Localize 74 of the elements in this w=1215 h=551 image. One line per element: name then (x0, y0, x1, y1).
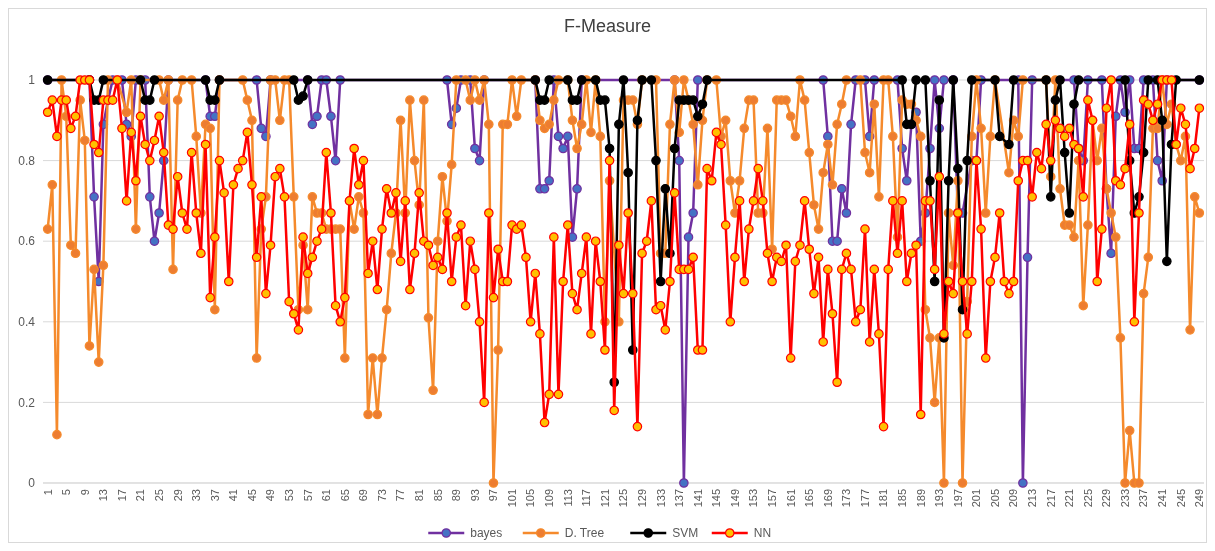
x-tick-label: 233 (1118, 489, 1131, 508)
x-tick-label: 41 (227, 489, 240, 502)
x-tick-label: 65 (338, 489, 351, 502)
x-tick-label: 245 (1174, 489, 1187, 508)
x-tick-label: 113 (561, 489, 574, 507)
x-tick-label: 237 (1137, 489, 1150, 508)
x-tick-label: 57 (301, 489, 314, 502)
x-tick-label: 33 (190, 489, 203, 502)
x-tick-label: 109 (543, 489, 556, 508)
x-tick-label: 77 (394, 489, 407, 502)
x-tick-label: 181 (877, 489, 890, 508)
x-tick-label: 53 (282, 489, 295, 502)
x-tick-label: 121 (598, 489, 611, 508)
x-tick-label: 105 (524, 489, 537, 508)
y-tick-label: 1 (28, 73, 36, 88)
x-tick-label: 213 (1026, 489, 1039, 508)
legend-label: NN (753, 526, 772, 541)
x-tick-label: 89 (450, 489, 463, 502)
x-tick-label: 149 (728, 489, 741, 508)
x-tick-label: 9 (78, 489, 91, 496)
x-tick-label: 221 (1063, 489, 1076, 508)
y-tick-label: 0.6 (18, 234, 36, 249)
x-tick-label: 189 (914, 489, 927, 508)
x-tick-label: 101 (505, 489, 518, 508)
x-tick-label: 249 (1193, 489, 1206, 508)
x-tick-label: 201 (970, 489, 983, 508)
x-tick-label: 5 (60, 489, 73, 496)
x-tick-label: 141 (691, 489, 704, 508)
x-tick-label: 17 (115, 489, 128, 502)
x-tick-label: 137 (673, 489, 686, 508)
x-tick-label: 169 (821, 489, 834, 508)
x-tick-label: 125 (617, 489, 630, 508)
x-tick-label: 229 (1100, 489, 1113, 508)
x-tick-label: 153 (747, 489, 760, 508)
x-tick-label: 209 (1007, 489, 1020, 508)
x-tick-label: 45 (245, 489, 258, 502)
x-tick-label: 25 (152, 489, 165, 502)
x-tick-label: 93 (468, 489, 481, 502)
x-tick-label: 173 (840, 489, 853, 508)
y-tick-label: 0.4 (18, 315, 36, 329)
x-tick-label: 185 (895, 489, 908, 508)
legend-label: SVM (672, 526, 699, 541)
legend-label: D. Tree (564, 526, 605, 541)
chart-title: F-Measure (563, 16, 652, 36)
x-tick-label: 165 (803, 489, 816, 508)
x-tick-label: 1 (41, 489, 54, 496)
x-tick-label: 205 (988, 489, 1001, 508)
y-tick-label: 0.2 (18, 395, 36, 410)
x-tick-label: 161 (784, 489, 797, 508)
y-tick-label: 0.8 (18, 153, 36, 168)
x-tick-label: 197 (951, 489, 964, 508)
x-tick-label: 21 (134, 489, 147, 502)
y-tick-label: 0 (28, 476, 36, 491)
x-tick-label: 61 (320, 489, 333, 502)
x-tick-label: 13 (97, 489, 110, 502)
x-tick-label: 193 (933, 489, 946, 508)
x-tick-label: 117 (580, 489, 593, 507)
x-tick-label: 177 (858, 489, 871, 508)
x-tick-label: 225 (1081, 489, 1094, 508)
x-tick-label: 97 (487, 489, 500, 502)
x-tick-label: 81 (413, 489, 426, 502)
x-tick-label: 73 (375, 489, 388, 502)
x-tick-label: 157 (765, 489, 778, 508)
x-tick-label: 217 (1044, 489, 1057, 508)
x-tick-label: 29 (171, 489, 184, 502)
x-tick-label: 129 (635, 489, 648, 508)
x-tick-label: 85 (431, 489, 444, 502)
x-tick-label: 145 (710, 489, 723, 508)
x-tick-label: 37 (208, 489, 221, 502)
x-tick-label: 69 (357, 489, 370, 502)
x-tick-label: 49 (264, 489, 277, 502)
legend-label: bayes (470, 526, 503, 541)
x-tick-label: 241 (1156, 489, 1169, 508)
x-tick-label: 133 (654, 489, 667, 508)
